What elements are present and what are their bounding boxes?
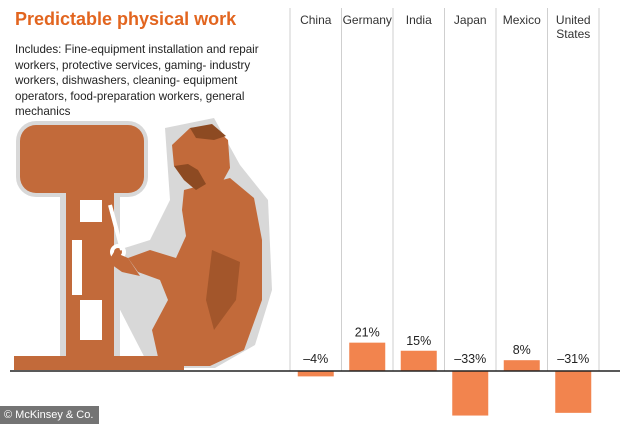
value-label: –33% [454,352,486,366]
category-description: Includes: Fine-equipment installation an… [15,43,259,119]
drill-press-cutouts [72,200,102,340]
worker-shading [174,124,240,330]
value-label: –31% [557,352,589,366]
value-label: 8% [513,343,531,357]
category-label: United [556,13,591,27]
bar [400,350,437,371]
value-label: 21% [355,326,380,340]
bar [452,371,489,416]
category-label: India [406,13,432,27]
category-label: Mexico [503,13,541,27]
category-label: Germany [343,13,392,27]
bar [297,371,334,377]
bar [349,342,386,371]
chart-title: Predictable physical work [15,9,237,29]
bar [555,371,592,413]
category-label: Japan [454,13,487,27]
category-label: States [556,27,590,41]
copyright-credit: © McKinsey & Co. [0,406,100,424]
drill-press-worker-illustration [14,118,272,370]
category-label: China [300,13,332,27]
bar [503,360,540,371]
value-label: –4% [303,352,328,366]
value-label: 15% [406,334,431,348]
